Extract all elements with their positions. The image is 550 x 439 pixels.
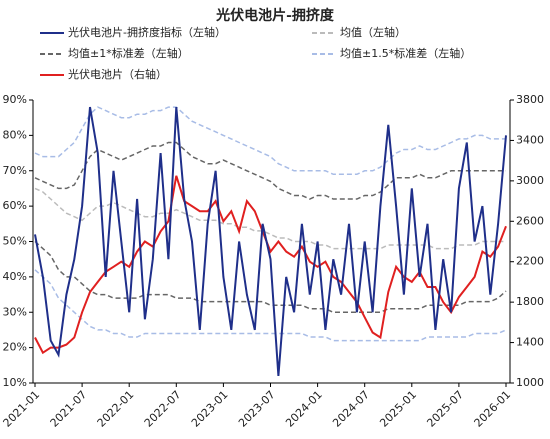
x-tick-label: 2021-07 [48, 388, 90, 430]
series-line [34, 187, 506, 250]
y-tick-label: 10% [3, 376, 27, 389]
y-tick-label: 80% [3, 128, 27, 141]
x-tick-label: 2021-01 [1, 388, 43, 430]
legend-label: 均值±1*标准差（左轴） [68, 46, 189, 60]
x-tick-label: 2022-07 [142, 388, 184, 430]
y2-tick-label: 2200 [516, 255, 544, 268]
y2-tick-label: 2600 [516, 214, 544, 227]
y2-tick-label: 3400 [516, 133, 544, 146]
y-tick-label: 90% [3, 93, 27, 106]
legend-label: 光伏电池片（右轴） [68, 67, 167, 81]
legend-label: 光伏电池片-拥挤度指标（左轴） [68, 25, 226, 39]
y-tick-label: 70% [3, 164, 27, 177]
y2-tick-label: 1000 [516, 376, 544, 389]
y2-tick-label: 1800 [516, 295, 544, 308]
legend-label: 均值（左轴） [340, 25, 406, 39]
x-tick-label: 2023-01 [189, 388, 231, 430]
series-line [34, 175, 507, 355]
x-tick-label: 2025-01 [377, 388, 419, 430]
series-line [34, 141, 506, 200]
x-tick-label: 2024-07 [330, 388, 372, 430]
y-tick-label: 30% [3, 305, 27, 318]
series-line [34, 106, 507, 376]
x-tick-label: 2024-01 [283, 388, 325, 430]
y-tick-label: 20% [3, 341, 27, 354]
y-tick-label: 50% [3, 235, 27, 248]
x-tick-label: 2026-01 [472, 388, 514, 430]
x-tick-label: 2025-07 [424, 388, 466, 430]
series-line [34, 106, 506, 176]
y-tick-label: 60% [3, 199, 27, 212]
y2-tick-label: 3000 [516, 174, 544, 187]
y2-tick-label: 3800 [516, 93, 544, 106]
x-tick-label: 2023-07 [236, 388, 278, 430]
x-tick-label: 2022-01 [95, 388, 137, 430]
chart-title: 光伏电池片-拥挤度 [215, 7, 335, 24]
y2-tick-label: 1400 [516, 336, 544, 349]
y-tick-label: 40% [3, 270, 27, 283]
series-line [34, 269, 507, 342]
legend-label: 均值±1.5*标准差（左轴） [340, 46, 471, 60]
